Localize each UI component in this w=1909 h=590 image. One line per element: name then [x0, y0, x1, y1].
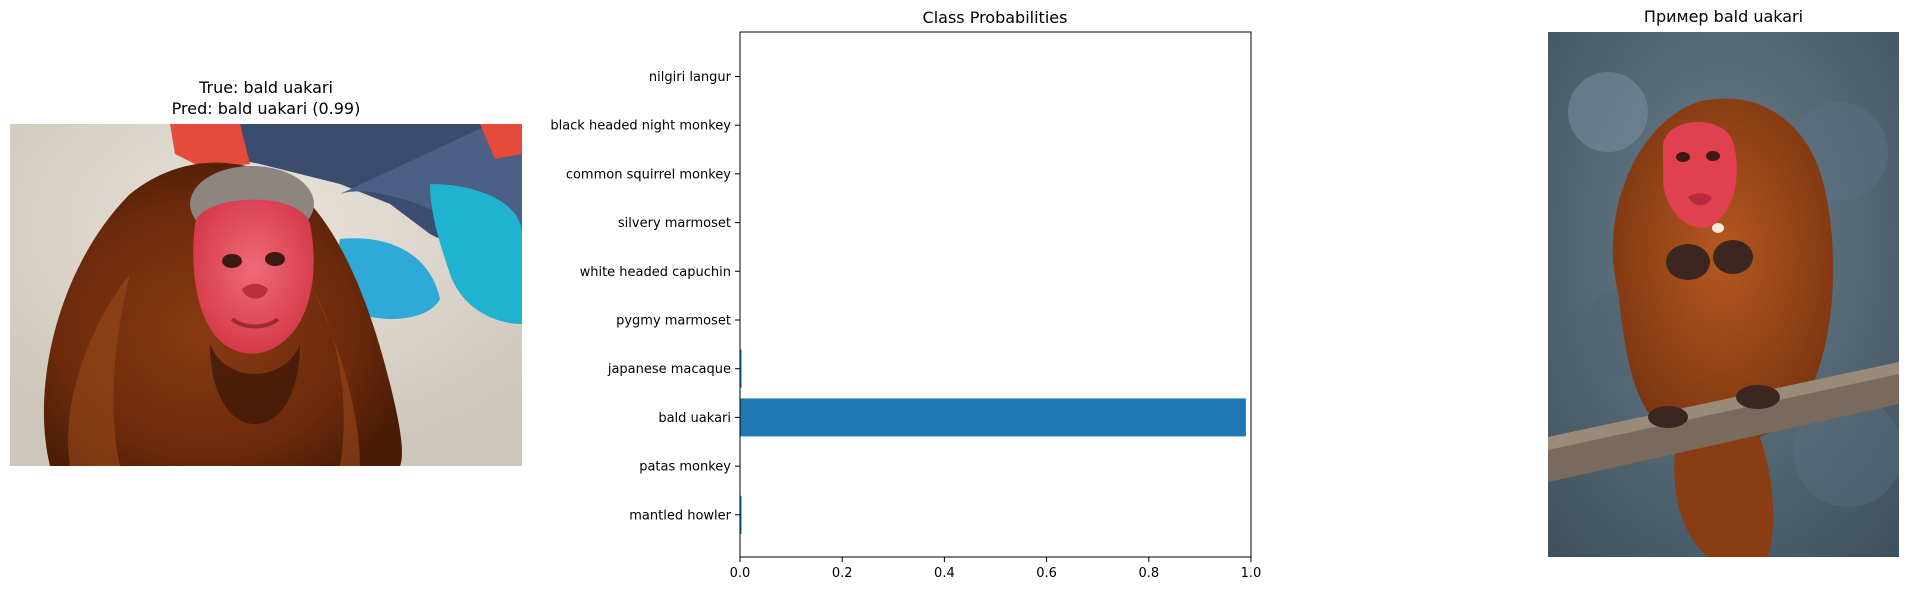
prediction-true-label: True: bald uakari: [199, 78, 333, 97]
example-image-title: Пример bald uakari: [1643, 7, 1804, 26]
y-tick-label: silvery marmoset: [618, 216, 731, 231]
y-tick-label: mantled howler: [629, 508, 731, 523]
input-image: [10, 124, 522, 466]
x-tick-label: 0.0: [730, 566, 751, 581]
y-tick-label: white headed capuchin: [580, 265, 731, 280]
y-tick-label: japanese macaque: [607, 362, 731, 377]
x-tick-label: 1.0: [1241, 566, 1262, 581]
bar-japanese-macaque: [740, 349, 742, 388]
x-tick-label: 0.8: [1138, 566, 1159, 581]
x-tick-label: 0.6: [1036, 566, 1057, 581]
y-tick-label: pygmy marmoset: [616, 314, 731, 329]
x-tick-label: 0.4: [934, 566, 955, 581]
y-tick-label: black headed night monkey: [550, 119, 731, 134]
x-tick-label: 0.2: [832, 566, 853, 581]
y-tick-label: patas monkey: [639, 460, 731, 475]
bar-bald-uakari: [740, 398, 1246, 437]
example-image: [1548, 32, 1899, 557]
plot-frame: [739, 31, 1252, 558]
bar-mantled-howler: [740, 495, 742, 534]
y-tick-label: bald uakari: [658, 411, 731, 426]
y-tick-label: common squirrel monkey: [566, 167, 731, 182]
y-tick-label: nilgiri langur: [649, 70, 732, 85]
chart-title: Class Probabilities: [923, 8, 1068, 27]
prediction-pred-label: Pred: bald uakari (0.99): [171, 99, 361, 118]
